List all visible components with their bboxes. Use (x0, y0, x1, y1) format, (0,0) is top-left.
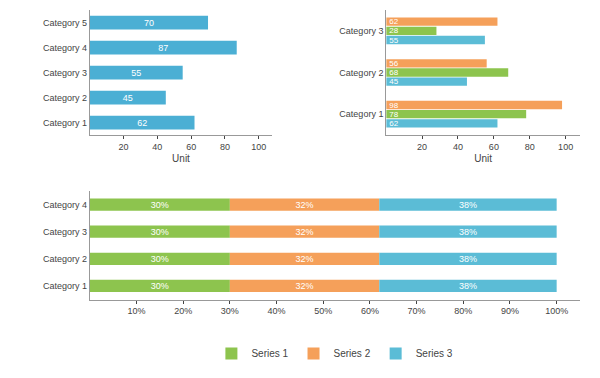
svg-text:Category 3: Category 3 (339, 26, 383, 36)
svg-text:68: 68 (389, 68, 398, 77)
svg-text:100%: 100% (545, 306, 568, 316)
svg-text:32%: 32% (296, 200, 314, 210)
svg-text:100: 100 (251, 142, 266, 152)
svg-text:Category 3: Category 3 (43, 68, 87, 78)
svg-text:Category 2: Category 2 (43, 93, 87, 103)
svg-text:62: 62 (137, 118, 147, 128)
svg-text:78: 78 (389, 110, 398, 119)
svg-text:Category 2: Category 2 (339, 68, 383, 78)
svg-text:Category 5: Category 5 (43, 18, 87, 28)
svg-text:38%: 38% (459, 254, 477, 264)
svg-text:80%: 80% (454, 306, 472, 316)
svg-text:20: 20 (417, 142, 427, 152)
svg-text:50%: 50% (314, 306, 332, 316)
svg-text:28: 28 (389, 26, 398, 35)
svg-text:56: 56 (389, 59, 398, 68)
svg-text:30%: 30% (151, 281, 169, 291)
svg-text:45: 45 (389, 77, 398, 86)
svg-text:62: 62 (389, 17, 398, 26)
svg-text:30%: 30% (151, 227, 169, 237)
svg-text:Category 2: Category 2 (43, 254, 87, 264)
svg-text:20: 20 (119, 142, 129, 152)
svg-text:38%: 38% (459, 227, 477, 237)
svg-text:100: 100 (558, 142, 573, 152)
svg-text:Unit: Unit (172, 153, 190, 164)
svg-text:Category 4: Category 4 (43, 200, 87, 210)
svg-text:32%: 32% (296, 254, 314, 264)
svg-text:30%: 30% (151, 254, 169, 264)
svg-text:40: 40 (152, 142, 162, 152)
svg-text:Series 3: Series 3 (416, 348, 453, 359)
svg-text:Category 4: Category 4 (43, 43, 87, 53)
svg-text:60: 60 (489, 142, 499, 152)
svg-text:70: 70 (144, 18, 154, 28)
svg-text:32%: 32% (296, 227, 314, 237)
svg-text:38%: 38% (459, 281, 477, 291)
svg-text:Series 1: Series 1 (251, 348, 288, 359)
svg-text:30%: 30% (221, 306, 239, 316)
svg-text:55: 55 (131, 68, 141, 78)
svg-text:80: 80 (220, 142, 230, 152)
svg-text:45: 45 (123, 93, 133, 103)
svg-text:90%: 90% (501, 306, 519, 316)
svg-text:40: 40 (453, 142, 463, 152)
svg-text:60: 60 (186, 142, 196, 152)
svg-text:98: 98 (389, 101, 398, 110)
svg-text:40%: 40% (268, 306, 286, 316)
svg-text:60%: 60% (361, 306, 379, 316)
svg-text:10%: 10% (127, 306, 145, 316)
svg-text:Unit: Unit (474, 153, 492, 164)
svg-text:30%: 30% (151, 200, 169, 210)
svg-text:Category 1: Category 1 (339, 109, 383, 119)
svg-text:38%: 38% (459, 200, 477, 210)
svg-text:70%: 70% (408, 306, 426, 316)
svg-text:Series 2: Series 2 (334, 348, 371, 359)
svg-text:Category 1: Category 1 (43, 118, 87, 128)
svg-text:Category 3: Category 3 (43, 227, 87, 237)
svg-text:20%: 20% (174, 306, 192, 316)
svg-text:80: 80 (525, 142, 535, 152)
svg-text:62: 62 (389, 119, 398, 128)
svg-text:87: 87 (158, 43, 168, 53)
svg-text:55: 55 (389, 36, 398, 45)
svg-text:32%: 32% (296, 281, 314, 291)
svg-text:Category 1: Category 1 (43, 281, 87, 291)
